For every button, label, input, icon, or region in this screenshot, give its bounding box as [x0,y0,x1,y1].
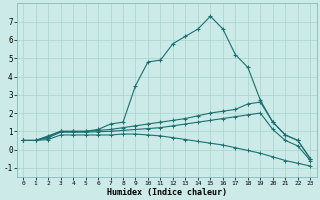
X-axis label: Humidex (Indice chaleur): Humidex (Indice chaleur) [107,188,227,197]
